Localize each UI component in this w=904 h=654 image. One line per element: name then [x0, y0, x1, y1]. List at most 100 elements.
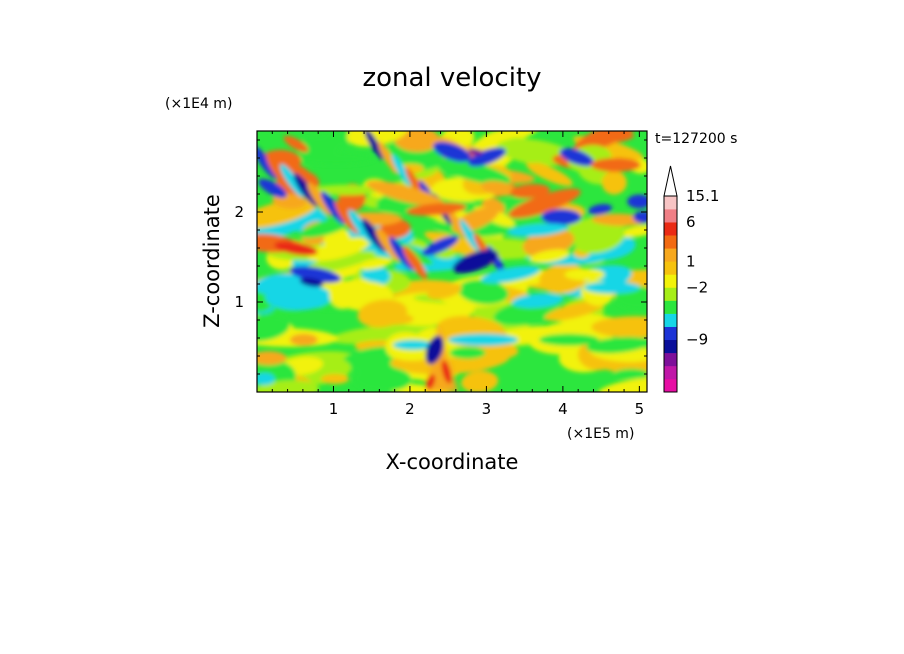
- colorbar-level: [664, 248, 677, 262]
- field-contour: [502, 137, 548, 164]
- x-unit-label: (×1E5 m): [567, 426, 634, 442]
- field-contour: [361, 265, 391, 286]
- field-contour: [583, 281, 640, 294]
- field-contour: [541, 209, 582, 226]
- colorbar-level: [664, 313, 677, 327]
- field-contour: [588, 203, 613, 215]
- field-contour: [591, 213, 647, 226]
- field-contour: [393, 340, 433, 351]
- field-contour: [564, 268, 605, 281]
- field-contour: [507, 223, 568, 237]
- field-contour: [257, 145, 277, 179]
- field-contour: [378, 141, 398, 173]
- x-tick-label: 3: [482, 400, 492, 418]
- field-contour: [299, 277, 324, 287]
- x-tick-label: 4: [558, 400, 568, 418]
- field-contour: [289, 266, 342, 283]
- field-contour: [627, 194, 647, 209]
- colorbar-level: [664, 274, 677, 288]
- field-contour: [373, 312, 414, 325]
- y-tick-label: 1: [234, 293, 244, 311]
- field-contour: [279, 163, 305, 198]
- colorbar-level: [664, 300, 677, 314]
- field-contour: [348, 209, 373, 243]
- field-contour: [586, 336, 647, 354]
- field-contour: [375, 227, 400, 262]
- field-contour: [329, 280, 359, 309]
- field-contour: [402, 246, 428, 280]
- field-contour: [529, 249, 570, 264]
- colorbar-level: [664, 339, 677, 354]
- colorbar-level: [664, 235, 677, 249]
- field-contour: [289, 333, 318, 346]
- field-contour: [334, 200, 359, 234]
- field-contour: [434, 158, 511, 185]
- y-axis-label: Z-coordinate: [200, 194, 224, 328]
- field-contour: [511, 293, 564, 308]
- colorbar-frame: [663, 195, 678, 393]
- chart-title: zonal velocity: [362, 63, 541, 93]
- field-contour: [266, 154, 291, 189]
- plot-area: [256, 130, 648, 393]
- field-contour: [283, 135, 309, 153]
- colorbar-level: [664, 378, 677, 393]
- colorbar-level: [664, 326, 677, 341]
- field-contour: [573, 131, 637, 153]
- field-contour: [366, 180, 444, 207]
- field-contour: [307, 182, 332, 216]
- colorbar-label: 6: [686, 213, 696, 231]
- field-contour: [433, 141, 471, 163]
- field-contour: [257, 315, 290, 342]
- field-contour: [472, 131, 540, 150]
- colorbar-level: [664, 196, 677, 210]
- colorbar-level: [664, 222, 677, 236]
- field-contour: [425, 335, 444, 365]
- field-contour: [598, 376, 647, 392]
- field-contour: [406, 202, 467, 216]
- field-contour: [633, 211, 647, 224]
- colorbar-label: 1: [686, 252, 696, 270]
- colorbar-label: −9: [686, 331, 708, 349]
- field-contour: [539, 333, 599, 346]
- x-tick-label: 5: [635, 400, 645, 418]
- field-contour: [544, 300, 607, 321]
- field-contour: [361, 218, 387, 253]
- field-contour: [304, 250, 376, 274]
- field-contour: [258, 178, 287, 198]
- field-contour: [346, 131, 410, 147]
- velocity-field: [257, 131, 647, 392]
- field-contour: [481, 180, 517, 196]
- field-contour: [296, 135, 341, 159]
- field-contour: [452, 249, 499, 274]
- field-contour: [448, 333, 519, 346]
- x-tick-label: 2: [405, 400, 415, 418]
- x-tick-label: 1: [329, 400, 339, 418]
- y-unit-label: (×1E4 m): [165, 96, 232, 112]
- field-contour: [364, 131, 384, 160]
- field-contour: [257, 372, 275, 385]
- colorbar-level: [664, 261, 677, 275]
- field-contour: [274, 241, 318, 256]
- field-contour: [293, 173, 318, 207]
- field-contour: [510, 183, 550, 199]
- field-contour: [321, 373, 349, 384]
- field-contour: [425, 374, 436, 390]
- field-contour: [613, 368, 647, 379]
- field-contour: [459, 219, 480, 252]
- colorbar-level: [664, 352, 677, 367]
- field-contour: [590, 157, 641, 172]
- field-contour: [601, 170, 627, 195]
- field-contour: [449, 346, 486, 359]
- colorbar-label: −2: [686, 278, 708, 296]
- field-contour: [421, 235, 459, 256]
- colorbar-level: [664, 209, 677, 223]
- field-contour: [426, 283, 462, 300]
- field-contour: [257, 380, 319, 392]
- field-contour: [309, 184, 380, 196]
- field-contour: [468, 148, 483, 156]
- field-contour: [446, 206, 466, 239]
- field-contour: [257, 351, 287, 366]
- y-tick-label: 2: [234, 203, 244, 221]
- field-contour: [391, 154, 411, 186]
